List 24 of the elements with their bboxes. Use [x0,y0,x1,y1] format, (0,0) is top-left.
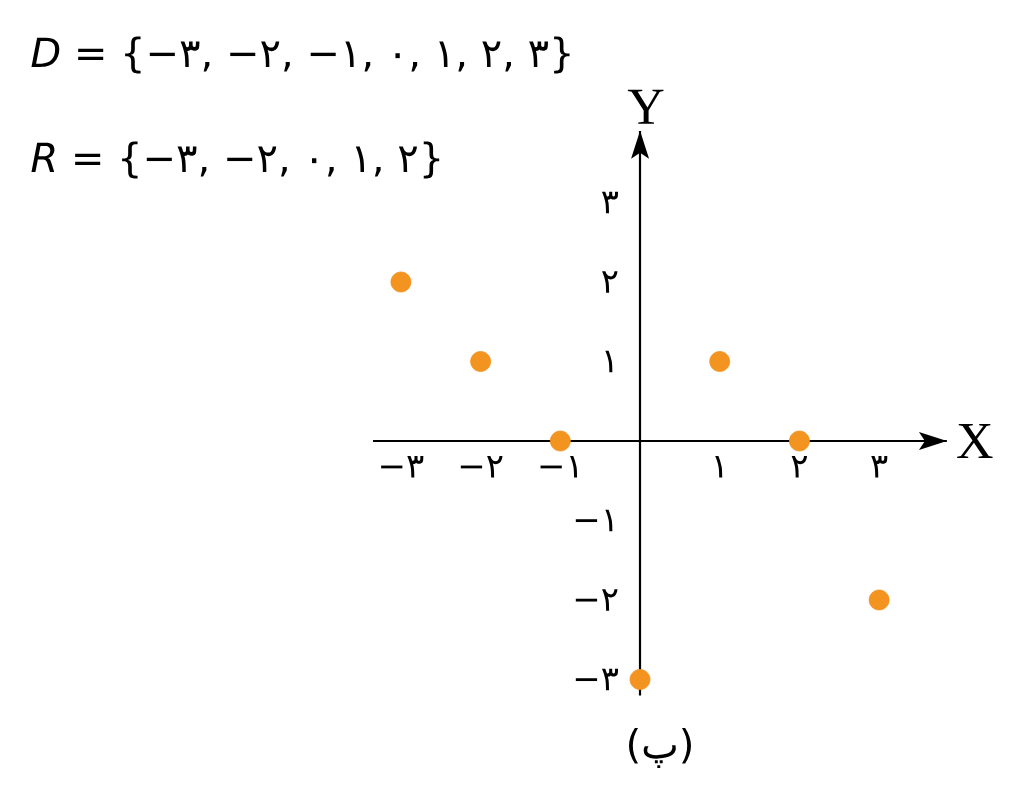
x-tick-label: −۲ [460,456,503,478]
point [868,589,890,611]
x-tick-label: −۳ [381,456,424,478]
point [789,430,810,452]
x-tick-label: ۱ [715,456,723,478]
point [549,430,571,452]
point [470,351,492,372]
y-tick-label: −۱ [575,509,613,532]
y-tick-label: ۱ [605,350,613,373]
y-axis-title: Y [627,89,664,124]
x-tick-label: −۱ [540,456,578,478]
point [709,351,731,372]
x-tick-label: ۲ [791,456,808,478]
y-tick-label: −۲ [575,589,618,611]
y-tick-label: −۳ [575,668,619,691]
point [390,271,412,293]
text: D = {−۳, −۲, −۱, ۰, ۱, ۲, ۳} [31,36,570,74]
point [629,669,651,690]
y-tick-label: ۳ [601,191,619,214]
x-axis-title: X [957,423,993,458]
y-tick-label: ۲ [602,271,618,293]
x-tick-label: ۳ [871,456,888,478]
annotation: R = {−۳, −۲, ۰, ۱, ۲} [31,141,440,179]
text: (پ) [629,727,691,769]
